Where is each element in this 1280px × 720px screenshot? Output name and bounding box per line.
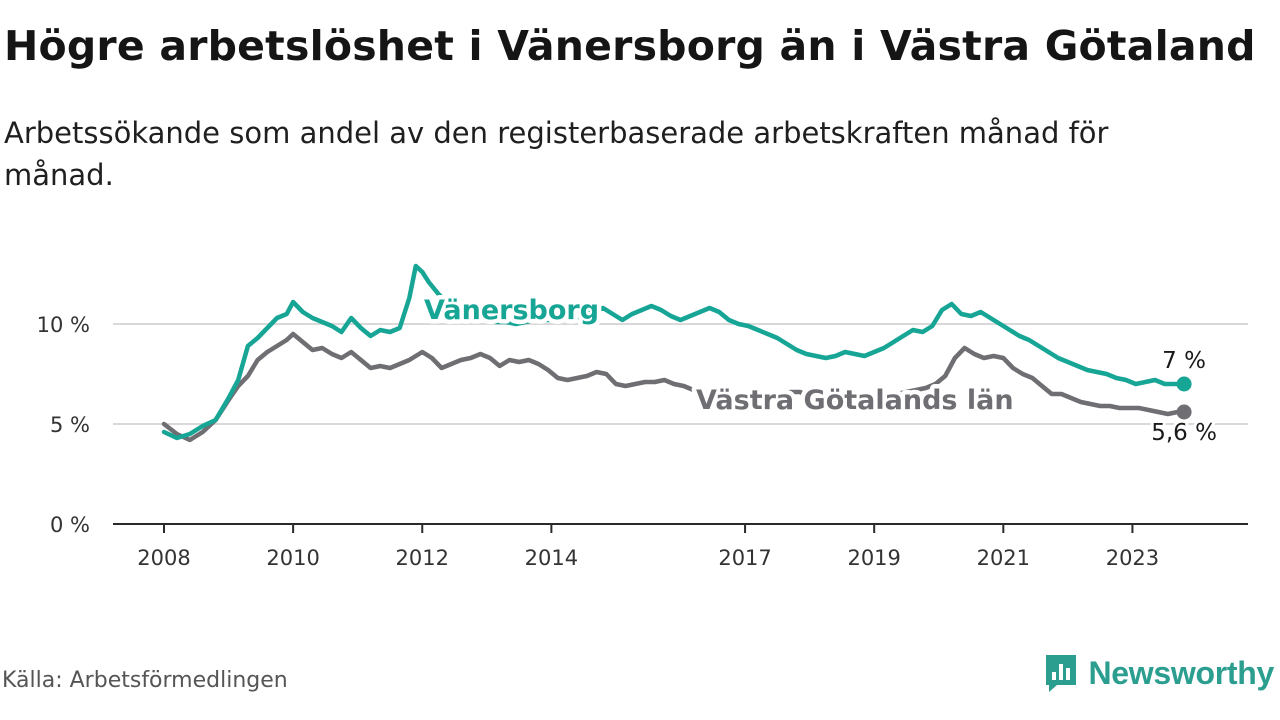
newsworthy-logo-icon [1045,655,1076,692]
x-tick-label: 2012 [396,546,449,570]
end-label-vastra-gotaland: 5,6 % [1151,420,1217,446]
chart-title: Högre arbetslöshet i Vänersborg än i Väs… [4,22,1256,70]
end-marker-vanersborg [1176,376,1192,392]
y-tick-label: 10 % [37,313,90,337]
series-line-vastra-gotaland [161,331,1187,443]
series-label-vanersborg: Vänersborg [424,295,599,326]
x-tick-label: 2023 [1106,546,1159,570]
x-tick-label: 2019 [847,546,900,570]
x-tick-label: 2017 [718,546,771,570]
brand-name: Newsworthy [1088,654,1275,691]
brand-logo[interactable]: Newsworthy [1043,652,1275,694]
x-tick-label: 2008 [137,546,190,570]
chart-subtitle: Arbetssökande som andel av den registerb… [4,116,1109,192]
series-label-vastra-gotaland: Västra Götalands län [696,385,1014,416]
x-tick-label: 2014 [525,546,578,570]
x-tick-label: 2021 [977,546,1030,570]
end-marker-vastra-gotaland [1176,404,1192,420]
series-line-vanersborg [161,263,1187,441]
y-tick-label: 0 % [50,513,90,537]
x-tick-label: 2010 [266,546,319,570]
y-tick-label: 5 % [50,413,90,437]
source-note: Källa: Arbetsförmedlingen [2,668,288,693]
end-label-vanersborg: 7 % [1162,348,1206,374]
